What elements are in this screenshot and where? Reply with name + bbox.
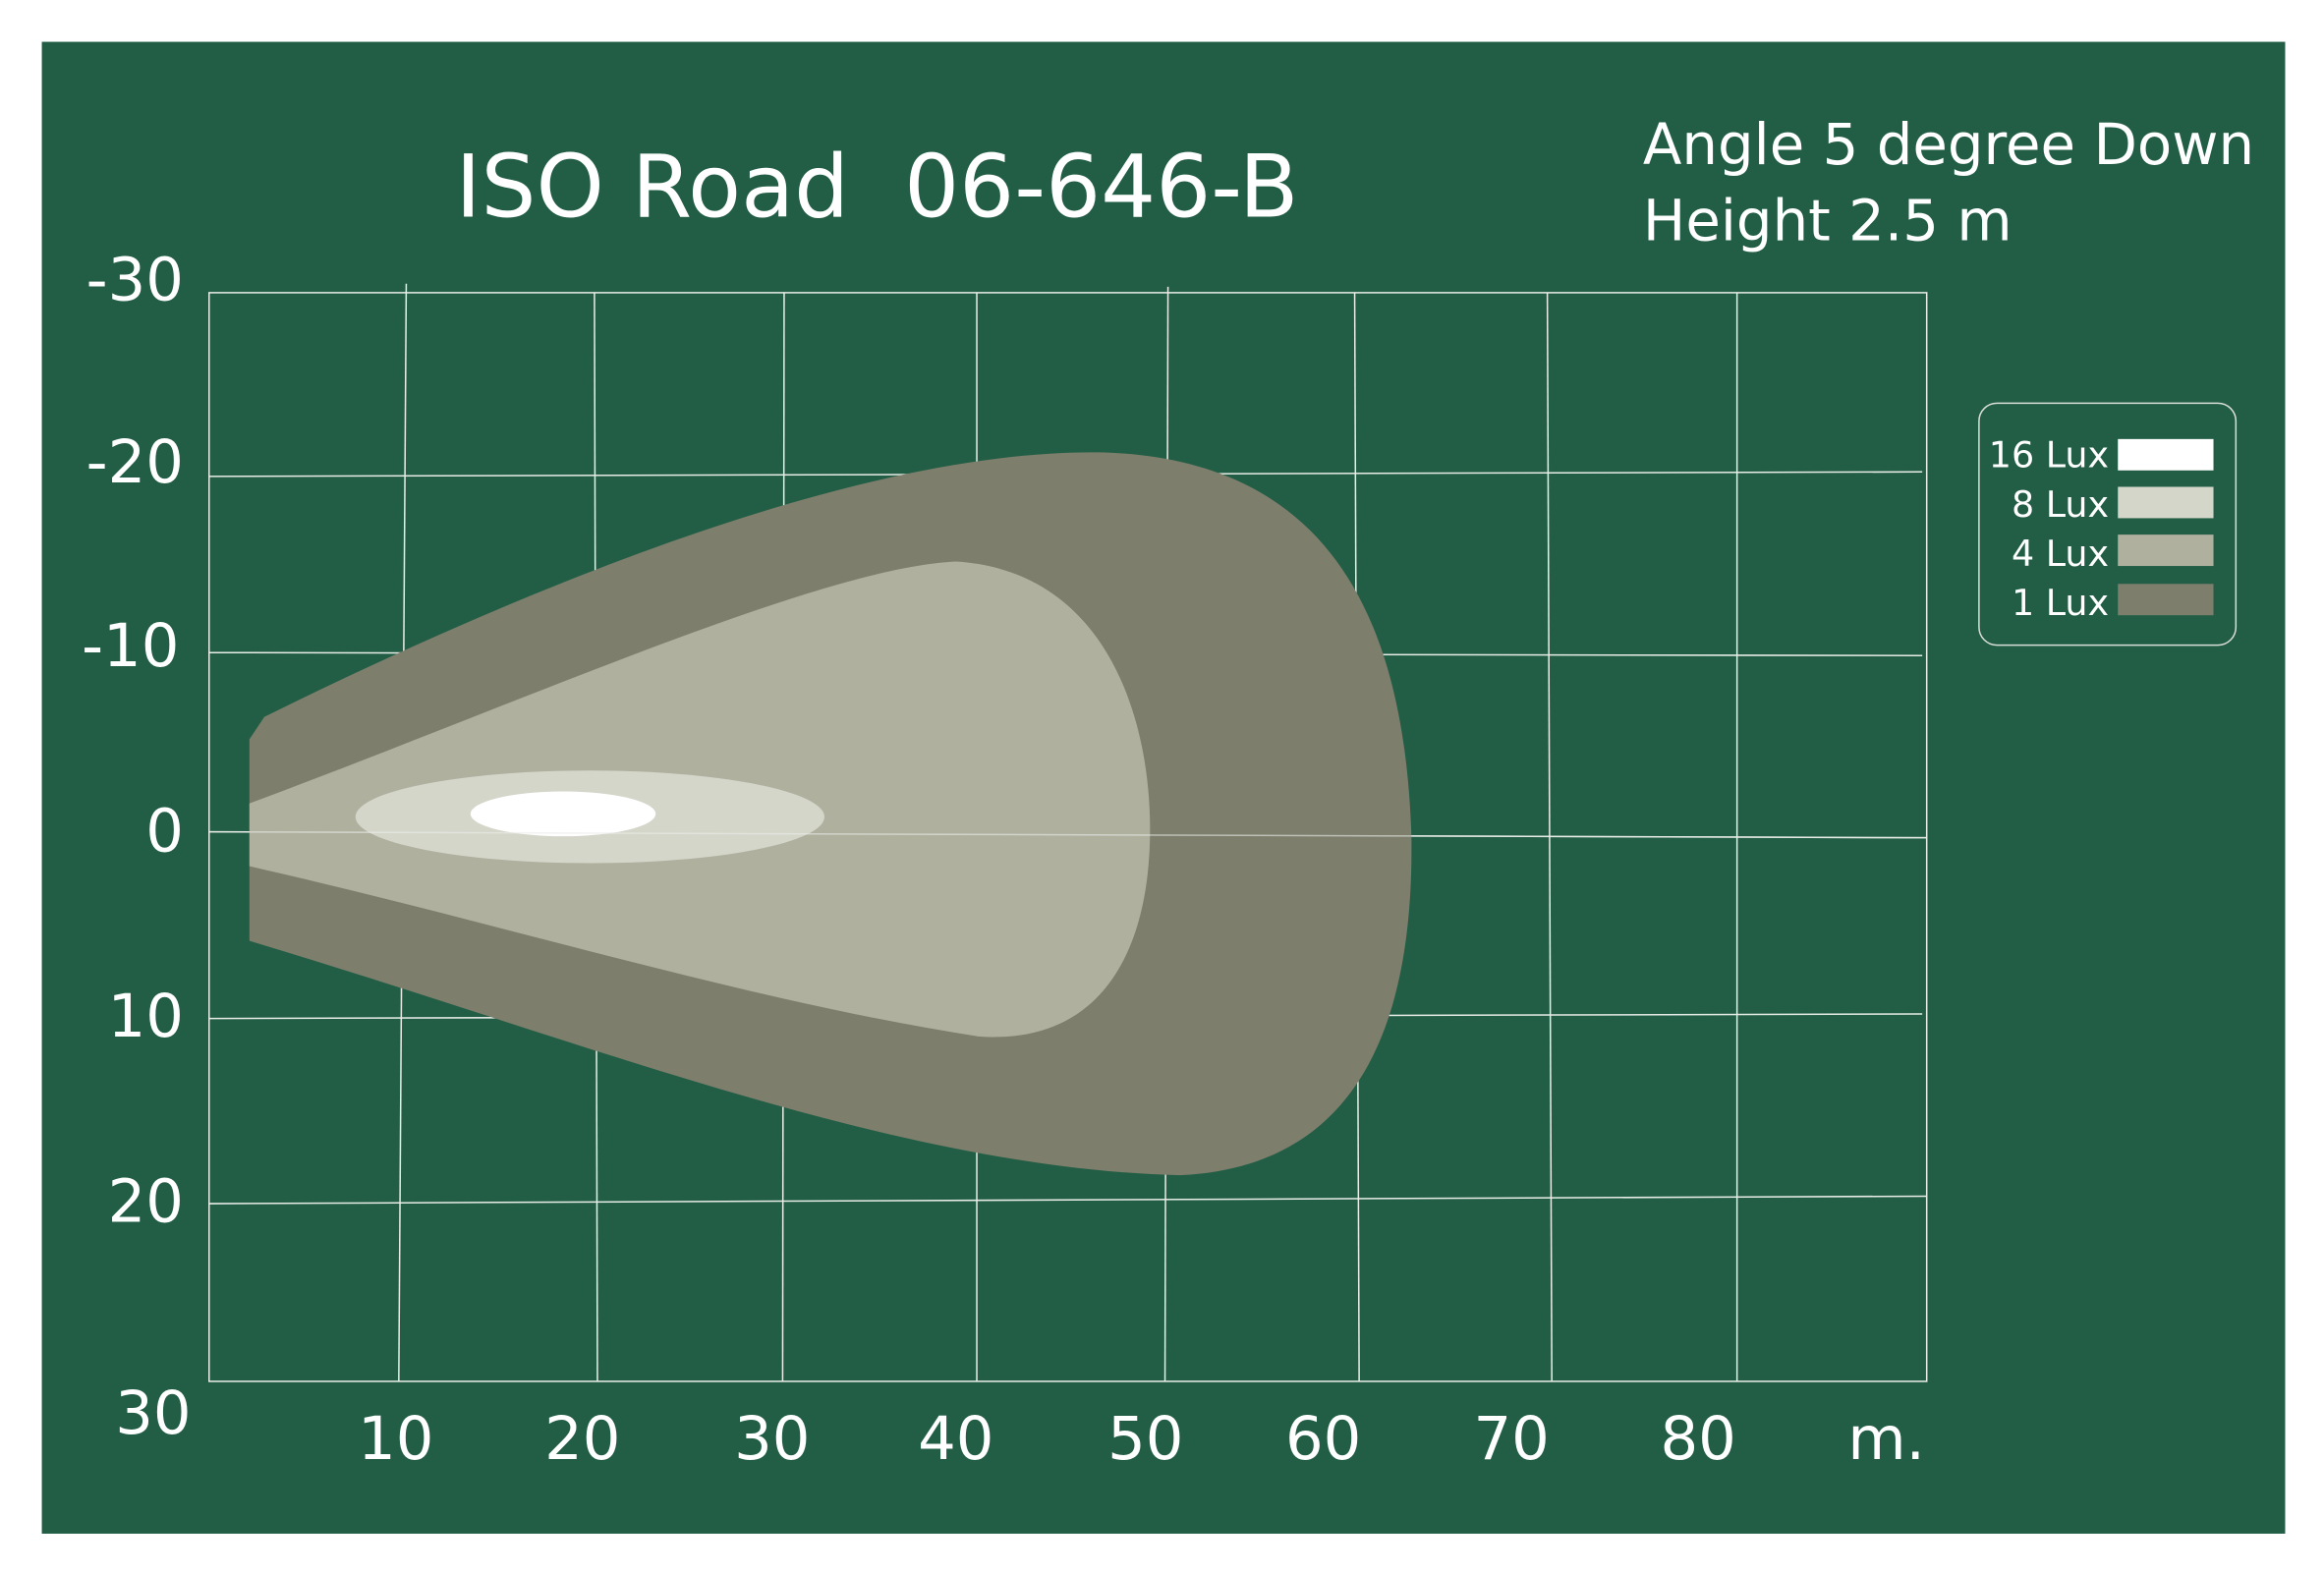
- x-tick-label: 50: [1107, 1405, 1183, 1474]
- legend-label: 16 Lux: [1989, 434, 2109, 477]
- title: ISO Road 06-646-B: [456, 136, 1299, 237]
- x-tick-label: 20: [544, 1405, 620, 1474]
- legend-label: 4 Lux: [2012, 533, 2109, 575]
- y-tick-label: 20: [108, 1167, 184, 1236]
- axis-zero-line: [208, 830, 1927, 839]
- grid-line: [208, 1195, 1927, 1205]
- y-tick-label: 30: [115, 1379, 191, 1448]
- legend-swatch: [2118, 584, 2214, 616]
- legend-swatch: [2118, 534, 2214, 567]
- x-tick-label: 10: [358, 1405, 433, 1474]
- legend-label: 1 Lux: [2012, 582, 2109, 624]
- y-tick-label: -10: [82, 612, 179, 681]
- x-axis-labels: 10 20 30 40 50 60 70 80 m.: [358, 1405, 1925, 1474]
- x-tick-label: 70: [1473, 1405, 1549, 1474]
- legend: 16 Lux 8 Lux 4 Lux 1 Lux: [1978, 402, 2238, 646]
- legend-box: [1978, 402, 2238, 646]
- area-16-lux: [470, 791, 656, 837]
- info-line: Height 2.5 m: [1643, 188, 2012, 254]
- y-tick-label: -20: [86, 428, 184, 497]
- y-tick-label: 0: [145, 797, 184, 866]
- y-tick-label: 10: [108, 983, 184, 1051]
- info-line: Angle 5 degree Down: [1643, 111, 2254, 178]
- x-unit: m.: [1847, 1405, 1925, 1474]
- legend-swatch: [2118, 486, 2214, 519]
- x-tick-label: 30: [734, 1405, 810, 1474]
- x-tick-label: 40: [918, 1405, 993, 1474]
- legend-swatch: [2118, 438, 2214, 471]
- legend-label: 8 Lux: [2012, 483, 2109, 526]
- x-tick-label: 60: [1285, 1405, 1361, 1474]
- y-axis-labels: -30 -20 -10 0 10 20 30: [82, 247, 191, 1449]
- x-tick-label: 80: [1660, 1405, 1735, 1474]
- y-tick-label: -30: [86, 247, 184, 315]
